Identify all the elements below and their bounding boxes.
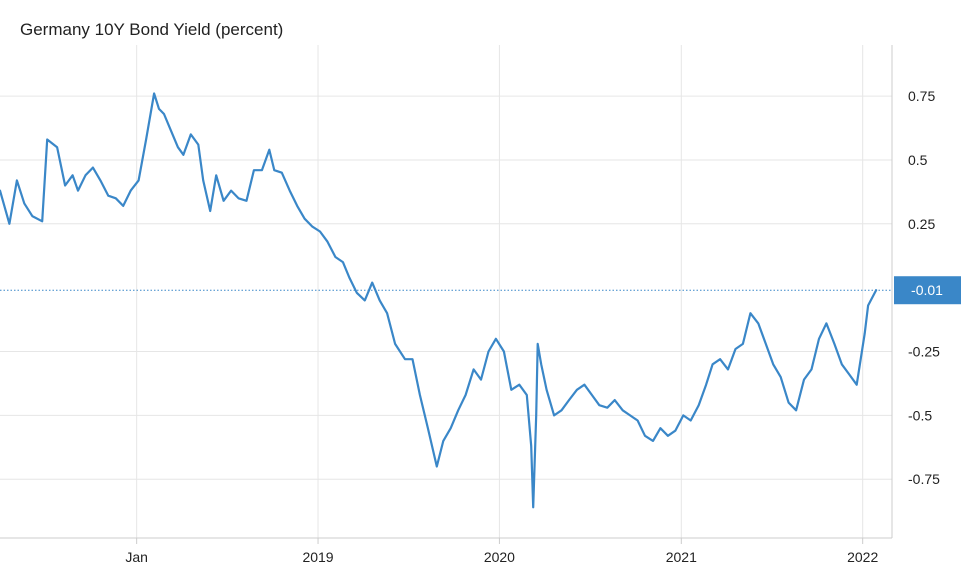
- grid-lines: [0, 45, 892, 538]
- last-value-badge: [894, 276, 961, 305]
- x-tick-label: 2020: [484, 549, 515, 565]
- y-tick-label: 0.25: [908, 216, 935, 232]
- y-tick-label: -0.25: [908, 344, 940, 360]
- last-value-marker: -0.01: [0, 276, 961, 305]
- x-axis: Jan 2019 2020 2021 2022: [0, 537, 892, 565]
- x-tick-label: Jan: [125, 549, 148, 565]
- x-tick-label: 2019: [302, 549, 333, 565]
- y-tick-label: 0.5: [908, 152, 928, 168]
- y-tick-label: -0.75: [908, 471, 940, 487]
- y-tick-label: -0.5: [908, 407, 932, 423]
- x-tick-label: 2021: [666, 549, 697, 565]
- chart-title: Germany 10Y Bond Yield (percent): [20, 20, 283, 39]
- y-axis: 0.75 0.5 0.25 -0.25 -0.5 -0.75: [891, 45, 940, 538]
- y-tick-label: 0.75: [908, 88, 935, 104]
- last-value-label: -0.01: [911, 282, 943, 298]
- x-tick-label: 2022: [847, 549, 878, 565]
- series-line: [0, 92, 878, 509]
- series-layer: [0, 92, 878, 509]
